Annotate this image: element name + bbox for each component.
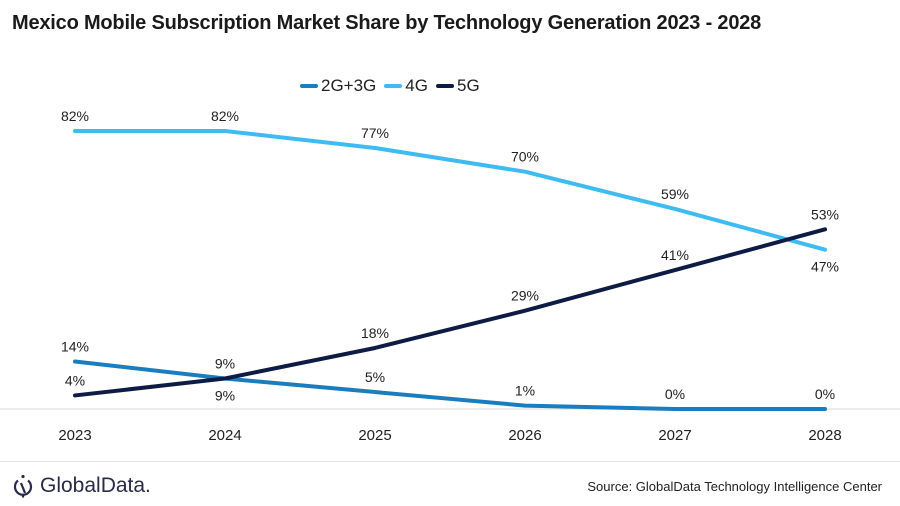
- x-tick-labels: 2023 2024 2025 2026 2027 2028: [58, 427, 841, 444]
- x-tick-label-2028: 2028: [808, 427, 841, 444]
- data-label-2g3g-2024: 9%: [215, 387, 235, 403]
- data-label-2g3g-2025: 5%: [365, 369, 385, 385]
- line-chart: 14% 9% 5% 1% 0% 0% 82% 82% 77% 70% 59% 47% 4% 9% 18% 29…: [0, 108, 900, 444]
- data-label-2g3g-2023: 14%: [61, 339, 89, 355]
- data-label-2g3g-2027: 0%: [665, 386, 685, 402]
- data-label-2g3g-2026: 1%: [515, 383, 535, 399]
- chart-legend: 2G+3G 4G 5G: [300, 76, 480, 96]
- x-tick-label-2023: 2023: [58, 427, 91, 444]
- data-label-5g-2027: 41%: [661, 247, 689, 263]
- series-line-4g: [73, 129, 827, 252]
- series-line-2g3g: [73, 359, 827, 411]
- data-label-5g-2028: 53%: [811, 206, 839, 222]
- data-label-4g-2026: 70%: [511, 149, 539, 165]
- globaldata-logo: GlobalData.: [12, 474, 151, 498]
- data-label-5g-2024: 9%: [215, 355, 235, 371]
- legend-swatch-2g3g: [300, 84, 318, 88]
- legend-swatch-4g: [384, 84, 403, 88]
- series-layer: [73, 129, 827, 411]
- data-labels-layer: 14% 9% 5% 1% 0% 0% 82% 82% 77% 70% 59% 47% 4% 9% 18% 29…: [61, 108, 839, 403]
- legend-label-5g: 5G: [456, 76, 480, 95]
- legend-item-5g: 5G: [435, 76, 480, 96]
- footer-divider: [0, 461, 900, 462]
- legend-swatch-5g: [435, 84, 454, 88]
- globaldata-logo-icon: [13, 474, 33, 498]
- source-note: Source: GlobalData Technology Intelligen…: [587, 479, 882, 494]
- legend-label-4g: 4G: [405, 76, 428, 95]
- legend-item-4g: 4G: [384, 76, 428, 96]
- legend-label-2g3g: 2G+3G: [321, 76, 377, 95]
- data-label-4g-2027: 59%: [661, 186, 689, 202]
- series-line-5g: [73, 227, 827, 398]
- x-tick-label-2024: 2024: [208, 427, 241, 444]
- data-label-4g-2023: 82%: [61, 108, 89, 124]
- logo-text: GlobalData.: [40, 474, 151, 497]
- x-tick-label-2026: 2026: [508, 427, 541, 444]
- data-label-4g-2028: 47%: [811, 259, 839, 275]
- x-tick-label-2027: 2027: [658, 427, 691, 444]
- x-tick-label-2025: 2025: [358, 427, 391, 444]
- data-label-5g-2026: 29%: [511, 288, 539, 304]
- data-label-4g-2025: 77%: [361, 125, 389, 141]
- data-label-5g-2023: 4%: [65, 372, 85, 388]
- data-label-4g-2024: 82%: [211, 108, 239, 124]
- chart-title: Mexico Mobile Subscription Market Share …: [12, 12, 762, 34]
- data-label-5g-2025: 18%: [361, 325, 389, 341]
- legend-item-2g3g: 2G+3G: [300, 76, 376, 96]
- data-label-2g3g-2028: 0%: [815, 386, 835, 402]
